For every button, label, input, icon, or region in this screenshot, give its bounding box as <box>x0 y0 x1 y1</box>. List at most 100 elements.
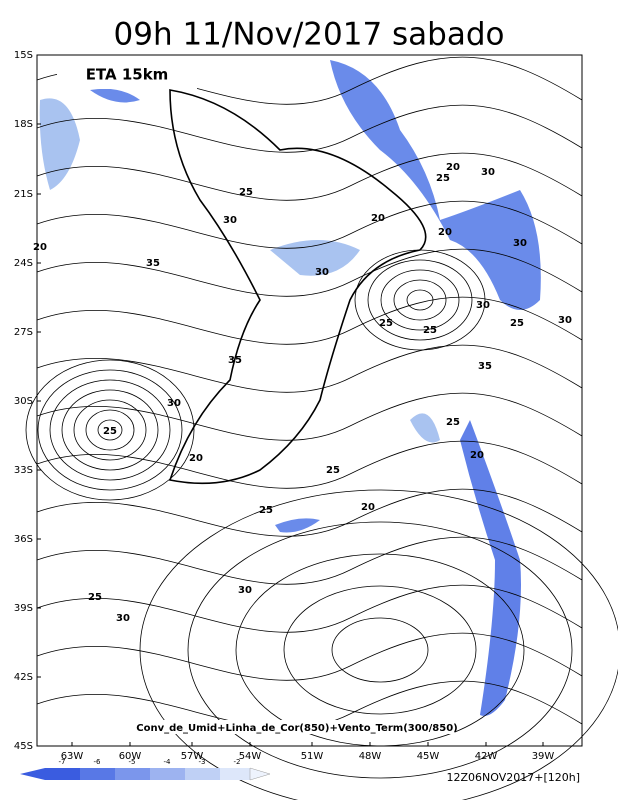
blob <box>460 420 521 716</box>
vortex <box>235 553 525 747</box>
lat-label: 42S <box>14 672 33 683</box>
colorbar-cell <box>249 767 271 781</box>
contour-label: 30 <box>223 215 237 226</box>
vortex <box>37 369 183 491</box>
streamline <box>36 584 583 633</box>
contour-label: 25 <box>423 325 437 336</box>
lat-label: 39S <box>14 603 33 614</box>
title: 09h 11/Nov/2017 sabado <box>114 17 505 53</box>
vortex <box>367 259 473 341</box>
vortex <box>187 521 573 779</box>
vortex <box>331 617 429 683</box>
contour-label: 20 <box>361 502 375 513</box>
contour-label: 20 <box>446 162 460 173</box>
contour-label: 30 <box>476 300 490 311</box>
colorbar-cell <box>20 768 45 780</box>
colorbar-label: -5 <box>129 758 136 766</box>
colorbar-label: -3 <box>199 758 206 766</box>
blob <box>270 240 360 276</box>
lon-label: 63W <box>61 751 84 762</box>
colorbar <box>20 767 271 781</box>
vortex <box>85 409 135 451</box>
lon-label: 45W <box>417 751 440 762</box>
colorbar-cell <box>185 768 220 780</box>
contour-label: 25 <box>510 318 524 329</box>
lat-label: 30S <box>14 396 33 407</box>
contour-label: 35 <box>228 355 242 366</box>
contour-label: 30 <box>238 585 252 596</box>
blob <box>330 60 541 310</box>
streamline <box>36 248 583 297</box>
vortex <box>25 359 195 501</box>
moisture-convergence <box>39 60 541 716</box>
contour-label: 30 <box>513 238 527 249</box>
contour-label: 20 <box>438 227 452 238</box>
contour-label: 25 <box>103 426 117 437</box>
contour-label: 30 <box>558 315 572 326</box>
streamlines <box>25 56 618 804</box>
contour-label: 25 <box>446 417 460 428</box>
streamline <box>36 392 583 441</box>
streamline <box>36 104 583 153</box>
run-label: 12Z06NOV2017+[120h] <box>446 771 580 784</box>
lat-label: 45S <box>14 741 33 752</box>
lon-label: 60W <box>119 751 142 762</box>
coastline <box>168 89 427 485</box>
vortex <box>49 379 171 481</box>
contour-label: 30 <box>315 267 329 278</box>
contour-label: 25 <box>436 173 450 184</box>
colorbar-label: -2 <box>234 758 241 766</box>
streamline <box>36 440 583 489</box>
lat-label: 15S <box>14 50 33 61</box>
blob <box>39 98 80 190</box>
lat-label: 24S <box>14 258 33 269</box>
lat-label: 33S <box>14 465 33 476</box>
colorbar-cell <box>80 768 115 780</box>
lat-label: 36S <box>14 534 33 545</box>
contour-label: 30 <box>481 167 495 178</box>
contour-label: 30 <box>167 398 181 409</box>
lat-label: 27S <box>14 327 33 338</box>
colorbar-cell <box>45 768 80 780</box>
contour-label: 35 <box>478 361 492 372</box>
contour-label: 20 <box>470 450 484 461</box>
contour-label: 25 <box>88 592 102 603</box>
colorbar-label: -7 <box>59 758 66 766</box>
streamline <box>36 680 583 729</box>
lat-label: 18S <box>14 119 33 130</box>
lon-label: 39W <box>532 751 555 762</box>
streamline <box>36 296 583 345</box>
colorbar-label: -4 <box>164 758 172 766</box>
contour-label: 20 <box>189 453 203 464</box>
caption: Conv_de_Umid+Linha_de_Cor(850)+Vento_Ter… <box>136 723 457 734</box>
blob <box>275 518 320 533</box>
contour-label: 25 <box>239 187 253 198</box>
contour-label: 20 <box>33 242 47 253</box>
lon-label: 51W <box>301 751 324 762</box>
contour-label: 25 <box>379 318 393 329</box>
colorbar-cell <box>220 768 250 780</box>
vortex <box>73 399 147 461</box>
colorbar-cell <box>115 768 150 780</box>
lon-label: 42W <box>475 751 498 762</box>
streamline <box>36 200 583 249</box>
streamline <box>36 152 583 201</box>
blob <box>90 88 140 103</box>
vortex <box>393 279 447 321</box>
blob <box>410 413 440 443</box>
caption-box <box>135 720 455 734</box>
vortex <box>139 489 618 804</box>
streamline <box>36 344 583 393</box>
lon-label: 54W <box>239 751 262 762</box>
vortex <box>97 419 123 441</box>
streamline <box>36 488 583 537</box>
vortex <box>406 289 434 311</box>
streamline <box>36 536 583 585</box>
lon-label: 48W <box>359 751 382 762</box>
lat-label: 21S <box>14 189 33 200</box>
label-box <box>57 61 197 89</box>
contour-label: 35 <box>146 258 160 269</box>
contour-label: 30 <box>116 613 130 624</box>
lon-label: 57W <box>181 751 204 762</box>
